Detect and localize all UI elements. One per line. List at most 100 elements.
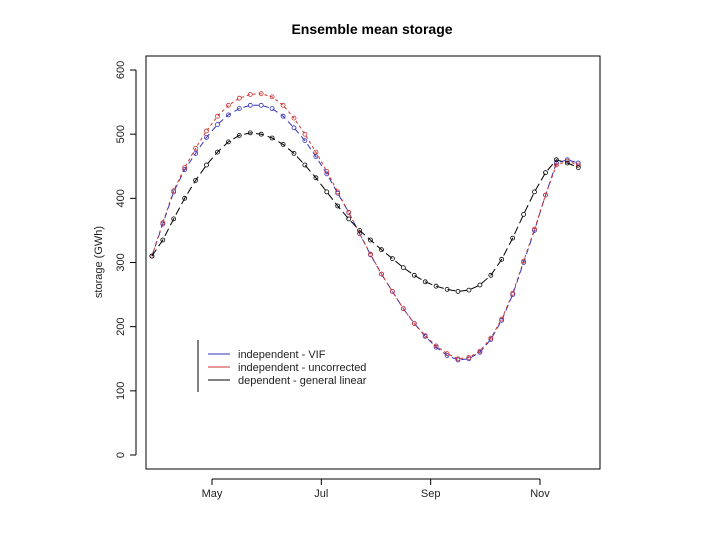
data-point [532,189,537,195]
legend-label: independent - uncorrected [238,362,366,374]
data-point [313,154,319,160]
data-point [477,282,483,288]
series-line-1 [151,93,579,360]
data-point [422,279,428,285]
plot-frame [145,55,601,470]
data-point [389,288,395,294]
data-point [258,131,264,137]
data-point [225,139,231,145]
data-point [444,353,450,358]
data-point [280,141,286,147]
data-point [521,211,526,217]
data-point [564,160,570,166]
data-point [193,177,199,183]
y-tick-label: 600 [115,61,127,79]
data-point [433,283,439,289]
data-point [182,165,188,170]
data-point [499,316,505,322]
data-point [411,321,417,326]
data-point [225,102,231,108]
data-point [236,95,242,101]
x-tick-label: May [202,488,223,500]
data-point [171,188,177,194]
chart-title: Ensemble mean storage [291,21,452,37]
data-point [368,237,373,243]
data-point [149,253,155,259]
series-line-0 [151,104,579,361]
data-point [411,272,417,278]
data-point [554,157,559,163]
data-point [488,272,494,278]
series-line-2 [151,132,579,292]
data-point [324,168,330,174]
y-axis: 0 100 200 300 400 500 600 [115,61,137,458]
data-point [324,189,330,195]
data-point [236,132,242,138]
data-point [280,102,286,108]
data-point [302,162,308,168]
data-point [291,125,297,131]
data-point [236,106,242,111]
data-point [324,171,330,177]
data-point [543,170,548,176]
data-point [291,115,297,121]
legend-label: independent - VIF [238,349,326,361]
data-point [575,165,581,170]
series-1 [149,91,581,362]
data-point [182,195,188,201]
data-point [499,256,505,262]
data-point [269,94,275,100]
data-point [193,145,199,151]
data-point [488,335,494,341]
data-point [346,216,352,222]
data-point [171,216,177,222]
data-point [160,220,166,226]
data-point [215,113,220,119]
data-point [368,251,373,257]
data-point [258,102,264,108]
x-tick-label: Jul [314,488,328,500]
data-point [258,91,264,97]
data-point [357,231,363,237]
y-tick-label: 200 [115,317,127,335]
data-point [335,189,341,195]
data-point [379,271,384,277]
data-point [389,256,395,262]
data-point [313,149,319,155]
x-tick-label: Nov [530,488,550,500]
x-tick-label: Sep [421,488,441,500]
data-point [357,227,363,233]
data-point [466,287,472,293]
data-point [269,106,275,111]
data-point [422,333,428,339]
data-point [247,92,253,97]
data-point [160,237,166,243]
data-point [433,343,439,349]
data-point [466,355,472,360]
data-point [444,286,450,292]
data-point [204,134,209,140]
data-point [204,128,209,134]
data-point [215,122,220,127]
data-point [543,192,548,198]
data-point [400,265,406,271]
y-tick-label: 100 [115,382,127,400]
data-point [510,290,516,296]
data-point [444,351,450,357]
data-point [302,131,308,137]
y-tick-label: 300 [115,253,127,271]
y-tick-label: 400 [115,189,127,207]
data-point [215,149,220,155]
data-point [477,348,483,354]
data-point [335,203,341,209]
data-point [225,112,231,118]
data-point [532,226,537,232]
data-point [247,130,253,136]
data-point [521,258,526,264]
data-point [510,235,516,241]
x-axis: May Jul Sep Nov [202,478,550,500]
data-point [554,162,559,168]
data-point [269,135,275,141]
